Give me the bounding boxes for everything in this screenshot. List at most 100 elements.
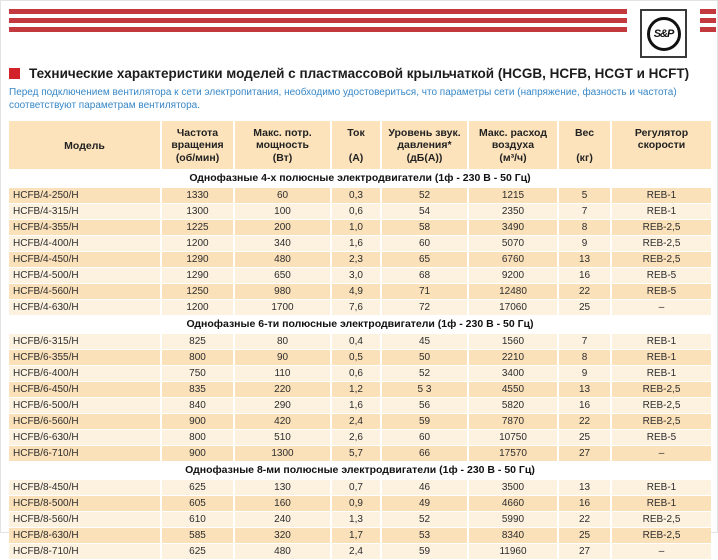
table-cell: 17060 [468, 299, 559, 316]
table-cell: 25 [558, 527, 612, 544]
table-row: HCFB/4-250/H 1330 60 0,3 52 1215 5 REB-1 [9, 187, 711, 204]
table-cell: 900 [161, 445, 235, 462]
cell-model: HCFB/6-630/H [9, 429, 162, 446]
cell-model: HCFB/6-450/H [9, 381, 162, 398]
table-cell: 840 [161, 397, 235, 414]
table-cell: 1290 [161, 267, 235, 284]
table-cell: 585 [161, 527, 235, 544]
table-cell: REB-1 [611, 203, 711, 220]
red-stripes-left [9, 9, 627, 32]
table-cell: 3400 [468, 365, 559, 382]
table-row: HCFB/8-630/H 585 320 1,7 53 8340 25 REB-2,5 [9, 527, 711, 544]
table-cell: 13 [558, 381, 612, 398]
column-header: Вес (кг) [558, 121, 612, 170]
table-cell: 1290 [161, 251, 235, 268]
table-cell: REB-2,5 [611, 235, 711, 252]
table-cell: 27 [558, 445, 612, 462]
table-cell: 5070 [468, 235, 559, 252]
table-cell: 11960 [468, 543, 559, 560]
table-cell: REB-1 [611, 187, 711, 204]
column-header: Макс. расход воздуха (м³/ч) [468, 121, 559, 170]
cell-model: HCFB/6-355/H [9, 349, 162, 366]
table-cell: 200 [234, 219, 332, 236]
table-cell: 80 [234, 333, 332, 350]
table-cell: 5,7 [331, 445, 382, 462]
table-row: HCFB/4-355/H 1225 200 1,0 58 3490 8 REB-2,5 [9, 219, 711, 236]
table-cell: REB-2,5 [611, 397, 711, 414]
cell-model: HCFB/4-315/H [9, 203, 162, 220]
table-cell: REB-2,5 [611, 219, 711, 236]
cell-model: HCFB/4-560/H [9, 283, 162, 300]
column-header: Ток (А) [331, 121, 382, 170]
table-cell: 1225 [161, 219, 235, 236]
table-cell: – [611, 299, 711, 316]
table-cell: 54 [381, 203, 469, 220]
cell-model: HCFB/8-560/H [9, 511, 162, 528]
cell-model: HCFB/4-630/H [9, 299, 162, 316]
table-cell: 2210 [468, 349, 559, 366]
table-cell: REB-2,5 [611, 413, 711, 430]
table-cell: 72 [381, 299, 469, 316]
table-row: HCFB/4-315/H 1300 100 0,6 54 2350 7 REB-1 [9, 203, 711, 220]
table-cell: 7870 [468, 413, 559, 430]
table-cell: 60 [381, 235, 469, 252]
table-row: HCFB/6-450/H 835 220 1,2 5 3 4550 13 REB-2,5 [9, 381, 711, 398]
cell-model: HCFB/8-630/H [9, 527, 162, 544]
table-cell: 53 [381, 527, 469, 544]
red-square-bullet-icon [9, 68, 20, 79]
table-cell: REB-2,5 [611, 251, 711, 268]
table-row: HCFB/4-500/H 1290 650 3,0 68 9200 16 REB-5 [9, 267, 711, 284]
table-cell: 8 [558, 349, 612, 366]
table-cell: 290 [234, 397, 332, 414]
table-cell: 56 [381, 397, 469, 414]
table-cell: 610 [161, 511, 235, 528]
section-header-row: Однофазные 6-ти полюсные электродвигател… [9, 315, 711, 334]
table-cell: 68 [381, 267, 469, 284]
table-cell: 800 [161, 429, 235, 446]
table-cell: 17570 [468, 445, 559, 462]
table-row: HCFB/6-315/H 825 80 0,4 45 1560 7 REB-1 [9, 333, 711, 350]
cell-model: HCFB/6-560/H [9, 413, 162, 430]
table-cell: REB-5 [611, 429, 711, 446]
table-cell: 59 [381, 413, 469, 430]
table-cell: 825 [161, 333, 235, 350]
table-cell: 27 [558, 543, 612, 560]
table-cell: 0,7 [331, 479, 382, 496]
table-cell: 160 [234, 495, 332, 512]
table-cell: 3,0 [331, 267, 382, 284]
table-cell: 1,0 [331, 219, 382, 236]
column-header: Частота вращения (об/мин) [161, 121, 235, 170]
table-cell: 1,3 [331, 511, 382, 528]
table-cell: 65 [381, 251, 469, 268]
table-cell: REB-1 [611, 333, 711, 350]
sp-logo-text: S&P [653, 27, 675, 40]
table-cell: REB-2,5 [611, 527, 711, 544]
table-row: HCFB/4-450/H 1290 480 2,3 65 6760 13 REB-2,5 [9, 251, 711, 268]
table-cell: 3490 [468, 219, 559, 236]
table-cell: 835 [161, 381, 235, 398]
table-cell: 2,3 [331, 251, 382, 268]
cell-model: HCFB/8-710/H [9, 543, 162, 560]
table-cell: REB-2,5 [611, 511, 711, 528]
section-title-row: Технические характеристики моделей с пла… [9, 66, 709, 81]
column-header: Уровень звук. давления* (дБ(А)) [381, 121, 469, 170]
table-cell: REB-1 [611, 495, 711, 512]
table-cell: 52 [381, 187, 469, 204]
cell-model: HCFB/4-355/H [9, 219, 162, 236]
table-row: HCFB/8-450/H 625 130 0,7 46 3500 13 REB-1 [9, 479, 711, 496]
table-cell: 110 [234, 365, 332, 382]
table-cell: 4660 [468, 495, 559, 512]
table-cell: 52 [381, 511, 469, 528]
table-cell: 650 [234, 267, 332, 284]
table-cell: 59 [381, 543, 469, 560]
table-cell: REB-1 [611, 479, 711, 496]
table-cell: 625 [161, 479, 235, 496]
cell-model: HCFB/8-450/H [9, 479, 162, 496]
table-row: HCFB/6-630/H 800 510 2,6 60 10750 25 REB-5 [9, 429, 711, 446]
table-cell: 7 [558, 333, 612, 350]
table-cell: 3500 [468, 479, 559, 496]
table-cell: 16 [558, 397, 612, 414]
table-cell: 71 [381, 283, 469, 300]
cell-model: HCFB/6-500/H [9, 397, 162, 414]
table-row: HCFB/6-560/H 900 420 2,4 59 7870 22 REB-2,5 [9, 413, 711, 430]
